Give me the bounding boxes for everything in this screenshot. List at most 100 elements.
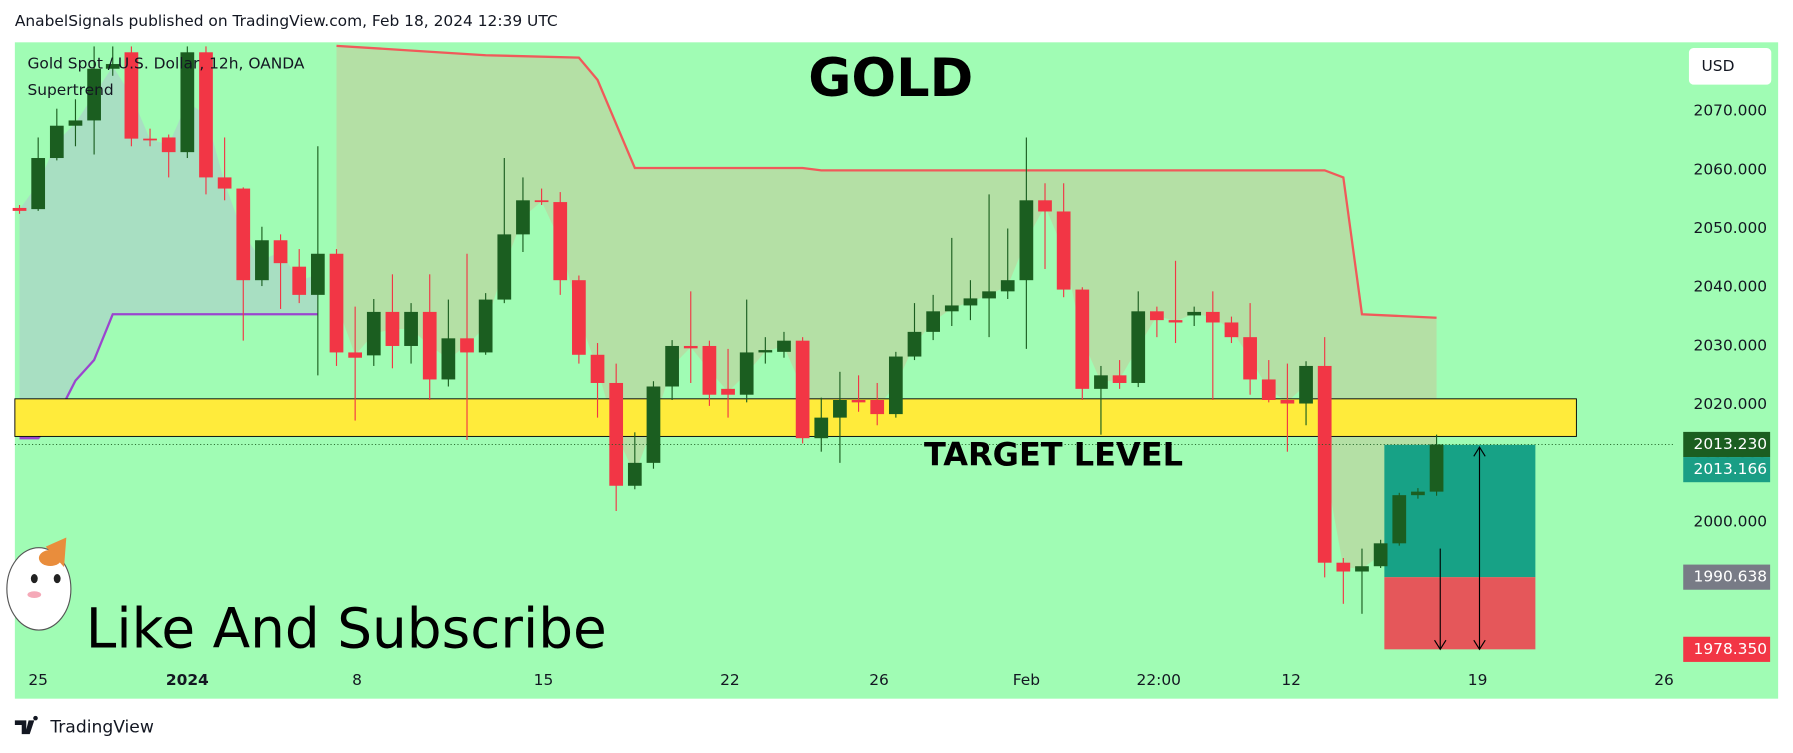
candle-body	[516, 200, 530, 235]
candle-body	[534, 200, 549, 203]
candle-body	[255, 240, 269, 281]
candle-body	[627, 462, 642, 486]
brand: TradingView	[14, 715, 154, 737]
zone-label: TARGET LEVEL	[924, 435, 1183, 473]
candle-body	[1019, 200, 1034, 281]
candle-body	[1392, 495, 1407, 544]
candle-body	[833, 400, 847, 418]
candle-body	[12, 207, 27, 211]
y-tick-label: 2050.000	[1694, 219, 1768, 237]
candle-body	[161, 137, 176, 153]
candle-body	[553, 202, 568, 281]
candle-body	[310, 253, 325, 295]
candle-body	[1150, 311, 1164, 321]
candle-body	[1075, 289, 1090, 389]
chart-title: GOLD	[808, 48, 973, 109]
candle-body	[273, 240, 288, 264]
candle-body	[1038, 200, 1052, 212]
y-tick-label: 2030.000	[1694, 336, 1768, 354]
candle-body	[366, 311, 381, 356]
candle-body	[1243, 337, 1257, 380]
candle-body	[982, 291, 996, 299]
price-tag-label: 1978.350	[1694, 640, 1768, 658]
candle-body	[1373, 543, 1388, 567]
cat-head	[6, 547, 72, 631]
candle-body	[199, 52, 213, 178]
candle-body	[1429, 444, 1444, 492]
candle-body	[572, 280, 586, 355]
cat-eye	[53, 574, 61, 584]
candle-body	[870, 400, 885, 415]
candle-body	[609, 382, 624, 486]
price-tag	[1683, 431, 1771, 458]
target-zone	[14, 398, 1577, 437]
candle-body	[944, 305, 959, 312]
symbol-legend: Gold Spot / U.S. Dollar, 12h, OANDA	[27, 55, 304, 73]
cat-sticker	[6, 537, 72, 631]
candle-body	[180, 52, 195, 153]
arrow-head	[1434, 639, 1447, 651]
supertrend-line	[19, 313, 318, 440]
candle-body	[1411, 491, 1425, 496]
candle-body	[814, 417, 829, 439]
supertrend-line	[336, 44, 1437, 319]
x-tick-label: 12	[1281, 671, 1301, 689]
attribution: AnabelSignals published on TradingView.c…	[15, 12, 558, 30]
candle-body	[292, 266, 307, 295]
candle-body	[590, 354, 605, 383]
candle-body	[907, 331, 922, 357]
candle-body	[68, 120, 83, 126]
candle-body	[1280, 400, 1295, 404]
currency-box[interactable]	[1688, 48, 1772, 85]
y-tick-label: 2000.000	[1694, 513, 1768, 531]
candle-body	[963, 298, 978, 306]
candle-body	[888, 356, 903, 415]
candle-body	[1168, 320, 1183, 323]
candle-body	[49, 125, 64, 159]
arrow-head	[1473, 639, 1486, 651]
x-tick-label: Feb	[1013, 671, 1040, 689]
candle-body	[646, 386, 661, 463]
candle-body	[702, 345, 717, 395]
candle-body	[1187, 311, 1202, 316]
x-tick-label: 26	[1654, 671, 1674, 689]
candle-body	[777, 340, 791, 352]
y-tick-label: 2060.000	[1694, 160, 1768, 178]
candle-body	[348, 352, 363, 358]
annotation: Like And Subscribe	[86, 596, 607, 660]
candle-body	[721, 388, 735, 395]
candle-body	[665, 345, 679, 387]
candle-body	[1131, 311, 1146, 383]
candle-body	[683, 345, 698, 349]
candle-body	[1317, 365, 1332, 563]
candle-body	[105, 64, 120, 69]
x-tick-label: 25	[28, 671, 48, 689]
brand-logo	[14, 715, 38, 735]
x-tick-label: 2024	[166, 671, 209, 689]
candle-body	[217, 177, 232, 189]
y-tick-label: 2040.000	[1694, 278, 1768, 296]
cat-eye	[30, 574, 38, 584]
price-tag	[1683, 636, 1771, 662]
candle-body	[1056, 211, 1071, 290]
price-tag-label: 2013.166	[1694, 460, 1768, 478]
candle-body	[329, 253, 344, 353]
candle-body	[1261, 379, 1276, 401]
candle-body	[1336, 562, 1351, 572]
price-tag-label: 1990.638	[1694, 568, 1768, 586]
currency[interactable]: USD	[1702, 57, 1735, 75]
candle-body	[1355, 566, 1369, 572]
candle-body	[1000, 280, 1015, 292]
brand-name: TradingView	[49, 717, 154, 737]
price-tag-label: 2013.230	[1694, 435, 1768, 453]
x-tick-label: 15	[534, 671, 554, 689]
candle-body	[1205, 311, 1220, 323]
candle-body	[422, 311, 437, 380]
candle-body	[385, 311, 400, 346]
candle-body	[478, 299, 493, 353]
price-tag	[1683, 457, 1771, 483]
candle-body	[404, 311, 418, 346]
x-tick-label: 22:00	[1137, 671, 1181, 689]
